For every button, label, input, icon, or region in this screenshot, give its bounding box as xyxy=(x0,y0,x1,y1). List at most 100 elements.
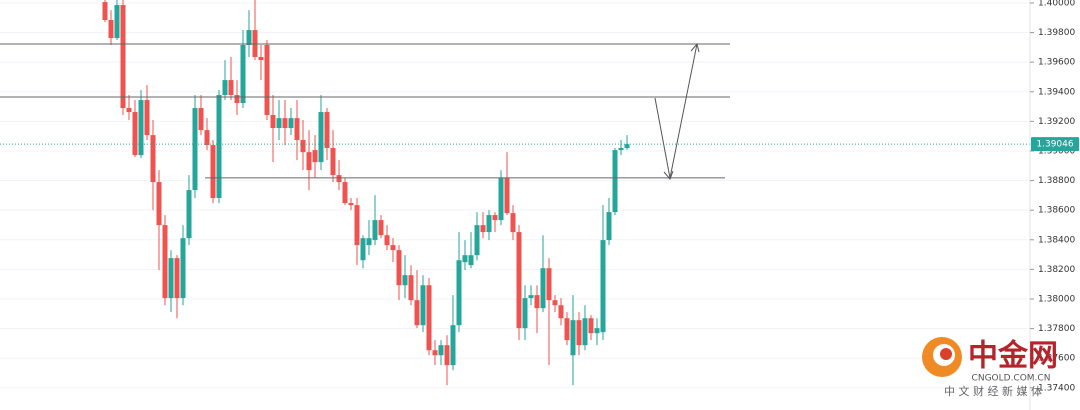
candle-body xyxy=(210,145,216,199)
candle-body xyxy=(582,318,588,346)
candle-body xyxy=(462,255,468,263)
candle-body xyxy=(492,215,498,221)
candle-body xyxy=(330,148,336,176)
candle-body xyxy=(264,44,270,116)
logo-slogan: 中 文 财 经 新 媒 体 xyxy=(944,384,1042,398)
candle-body xyxy=(306,152,312,171)
candle-body xyxy=(438,345,444,356)
candle-body xyxy=(402,275,408,286)
candle-body xyxy=(606,212,612,241)
y-tick-label: 1.39800 xyxy=(1038,28,1075,38)
candle-body xyxy=(546,268,552,301)
candle-body xyxy=(474,225,480,256)
candle-body xyxy=(354,205,360,246)
logo-site: CNGOLD.COM.CN xyxy=(972,374,1051,384)
candle-body xyxy=(120,5,126,109)
candle-body xyxy=(288,118,294,129)
candle-body xyxy=(414,300,420,326)
candle-body xyxy=(516,232,522,329)
candle-body xyxy=(114,5,120,39)
candle-body xyxy=(432,350,438,356)
last-price-box xyxy=(1031,137,1079,152)
logo-text: 中金网 xyxy=(968,339,1058,374)
candle-body xyxy=(510,213,516,233)
candle-body xyxy=(600,240,606,333)
candle-body xyxy=(282,118,288,129)
candle-body xyxy=(486,215,492,233)
candle-body xyxy=(318,112,324,163)
candle-body xyxy=(132,112,138,156)
candle-body xyxy=(276,118,282,129)
y-tick-label: 1.37600 xyxy=(1038,354,1075,364)
candle-body xyxy=(240,44,246,104)
arrow-head xyxy=(690,42,700,53)
candle-body xyxy=(162,225,168,299)
candle-body xyxy=(366,238,372,246)
y-tick-label: 1.38200 xyxy=(1038,265,1075,275)
candle-body xyxy=(594,328,600,334)
candle-body xyxy=(468,255,474,266)
candle-body xyxy=(540,268,546,309)
candle-body xyxy=(534,295,540,309)
candles xyxy=(102,0,630,386)
candle-body xyxy=(618,148,624,151)
candle-body xyxy=(294,118,300,141)
candle-body xyxy=(426,285,432,351)
candle-body xyxy=(558,305,564,319)
candle-body xyxy=(186,190,192,239)
candle-body xyxy=(300,140,306,153)
grid xyxy=(0,2,1030,389)
candle-body xyxy=(270,115,276,129)
candle-body xyxy=(612,150,618,213)
candle-body xyxy=(228,80,234,96)
arrow-head xyxy=(663,170,674,180)
candle-body xyxy=(444,345,450,366)
y-tick-label: 1.39400 xyxy=(1038,87,1075,97)
candle-body xyxy=(216,95,222,199)
y-tick-label: 1.39200 xyxy=(1038,117,1075,127)
y-tick-label: 1.39000 xyxy=(1038,146,1075,156)
candle-body xyxy=(192,108,198,191)
y-tick-label: 1.37800 xyxy=(1038,324,1075,334)
candle-body xyxy=(108,19,114,39)
candle-body xyxy=(420,285,426,326)
candle-body xyxy=(180,238,186,299)
candle-body xyxy=(576,320,582,346)
candle-body xyxy=(498,178,504,221)
candle-body xyxy=(480,225,486,233)
candle-body xyxy=(624,144,630,149)
candle-body xyxy=(174,258,180,299)
candle-body xyxy=(372,220,378,241)
logo-icon-core xyxy=(940,348,952,360)
y-tick-label: 1.37400 xyxy=(1038,383,1075,393)
y-tick-label: 1.39600 xyxy=(1038,58,1075,68)
candle-body xyxy=(102,2,108,20)
candle-body xyxy=(522,298,528,329)
candle-body xyxy=(390,245,396,251)
candle-body xyxy=(342,182,348,204)
candle-body xyxy=(504,178,510,214)
candle-body xyxy=(450,325,456,366)
y-tick-label: 1.38600 xyxy=(1038,206,1075,216)
y-tick-label: 1.38800 xyxy=(1038,176,1075,186)
y-tick-label: 1.40000 xyxy=(1038,0,1075,8)
y-tick-label: 1.38000 xyxy=(1038,294,1075,304)
watermark: 中金网 CNGOLD.COM.CN 中 文 财 经 新 媒 体 xyxy=(922,337,1058,398)
candle-body xyxy=(564,318,570,341)
candle-body xyxy=(570,320,576,356)
candle-body xyxy=(384,235,390,246)
candle-body xyxy=(588,318,594,334)
candle-body xyxy=(336,175,342,183)
candle-body xyxy=(378,220,384,236)
candle-body xyxy=(312,150,318,163)
last-price-label: 1.39046 xyxy=(1036,140,1073,150)
candle-body xyxy=(552,300,558,306)
price-axis: 1.40000 1.39800 1.39600 1.39400 1.39200 1.390… xyxy=(1030,0,1079,393)
candle-body xyxy=(144,100,150,136)
candle-body xyxy=(456,260,462,326)
candle-body xyxy=(198,108,204,131)
levels xyxy=(0,43,1030,179)
candle-body xyxy=(204,130,210,146)
candle-body xyxy=(528,295,534,299)
candle-body xyxy=(396,250,402,286)
